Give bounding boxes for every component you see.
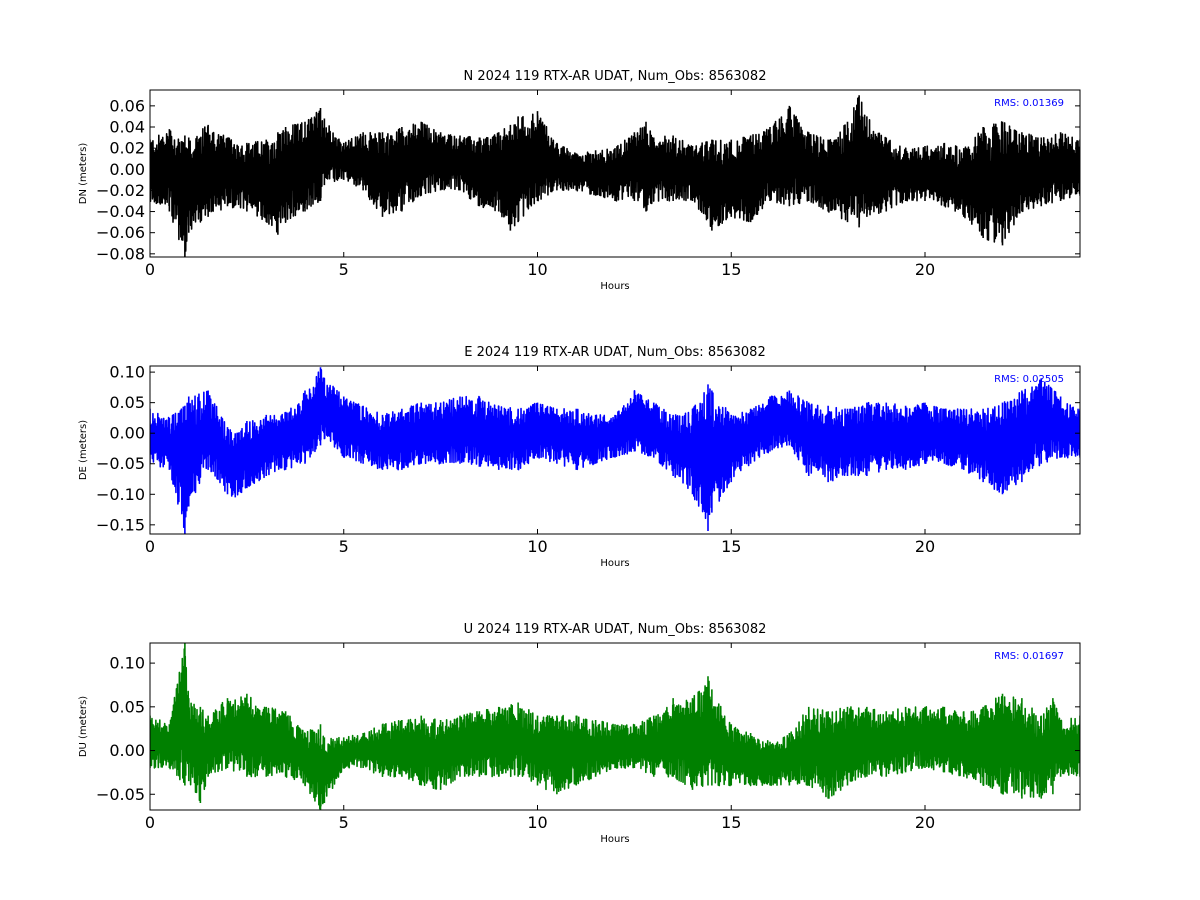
panel-e-xtick-label-0: 0 xyxy=(145,537,155,556)
panel-n-xtick-label-1: 5 xyxy=(339,260,349,279)
panel-e-xtick-label-3: 15 xyxy=(721,537,741,556)
panel-n-ytick-label-1: 0.04 xyxy=(109,117,145,136)
panel-n-xtick-label-3: 15 xyxy=(721,260,741,279)
panel-n-series-0 xyxy=(150,95,1080,257)
panel-u-series-0 xyxy=(150,643,1080,810)
panel-u-xlabel: Hours xyxy=(600,834,629,845)
panel-n-ytick-label-6: −0.06 xyxy=(96,223,145,242)
panel-n-ytick-label-5: −0.04 xyxy=(96,202,145,221)
panel-e-ytick-label-2: 0.00 xyxy=(109,424,145,443)
panel-e-ytick-label-4: −0.10 xyxy=(96,485,145,504)
panel-u-xtick-label-0: 0 xyxy=(145,813,155,832)
panel-e-ytick-label-1: 0.05 xyxy=(109,393,145,412)
panel-e-series-0 xyxy=(150,367,1080,534)
panel-e-title: E 2024 119 RTX-AR UDAT, Num_Obs: 8563082 xyxy=(464,345,765,360)
panel-n-xtick-label-2: 10 xyxy=(527,260,547,279)
panel-e-xtick-label-4: 20 xyxy=(915,537,935,556)
panel-u-ylabel: DU (meters) xyxy=(78,696,89,757)
panel-u-ytick-label-2: 0.00 xyxy=(109,741,145,760)
panel-u-ytick-label-1: 0.05 xyxy=(109,697,145,716)
panel-n-ylabel: DN (meters) xyxy=(78,143,89,205)
panel-u-xtick-label-1: 5 xyxy=(339,813,349,832)
panel-u-ytick-label-3: −0.05 xyxy=(96,785,145,804)
panel-n-ytick-label-2: 0.02 xyxy=(109,139,145,158)
panel-n-xtick-label-4: 20 xyxy=(915,260,935,279)
panel-u-ytick-label-0: 0.10 xyxy=(109,654,145,673)
panel-e-ytick-label-5: −0.15 xyxy=(96,515,145,534)
panel-e-ytick-label-0: 0.10 xyxy=(109,363,145,382)
panel-e-xlabel: Hours xyxy=(600,558,629,569)
panel-u-xtick-label-3: 15 xyxy=(721,813,741,832)
panel-e-rms-annotation: RMS: 0.02505 xyxy=(994,374,1064,385)
panel-e-ylabel: DE (meters) xyxy=(78,420,89,480)
panel-u: 0 5 10 15 20 0.10 0.05 0.00 −0.05 U 2024 119 RTX-… xyxy=(78,622,1081,845)
panel-u-xtick-label-4: 20 xyxy=(915,813,935,832)
panel-n: 0 5 10 15 20 0.06 0.04 0.02 0.00 −0.02 −0.04 −0.06 −… xyxy=(78,69,1081,292)
panel-n-rms-annotation: RMS: 0.01369 xyxy=(994,98,1064,109)
panel-n-ytick-label-3: 0.00 xyxy=(109,160,145,179)
panel-u-frame xyxy=(149,642,1081,811)
panel-e-xtick-label-2: 10 xyxy=(527,537,547,556)
panel-u-title: U 2024 119 RTX-AR UDAT, Num_Obs: 8563082 xyxy=(464,622,767,637)
panel-e-frame xyxy=(149,365,1081,535)
panel-u-xtick-label-2: 10 xyxy=(527,813,547,832)
panel-n-ytick-label-7: −0.08 xyxy=(96,244,145,263)
panel-e-ytick-label-3: −0.05 xyxy=(96,454,145,473)
panel-e: 0 5 10 15 20 0.10 0.05 0.00 −0.05 −0.10 −0.15 E 202… xyxy=(78,345,1081,569)
panel-u-rms-annotation: RMS: 0.01697 xyxy=(994,651,1064,662)
panel-e-xtick-label-1: 5 xyxy=(339,537,349,556)
panel-n-title: N 2024 119 RTX-AR UDAT, Num_Obs: 8563082 xyxy=(464,69,767,84)
panel-n-xlabel: Hours xyxy=(600,281,629,292)
panel-n-xtick-label-0: 0 xyxy=(145,260,155,279)
panel-n-ytick-label-0: 0.06 xyxy=(109,96,145,115)
panel-n-frame xyxy=(149,89,1081,258)
panel-n-ytick-label-4: −0.02 xyxy=(96,181,145,200)
